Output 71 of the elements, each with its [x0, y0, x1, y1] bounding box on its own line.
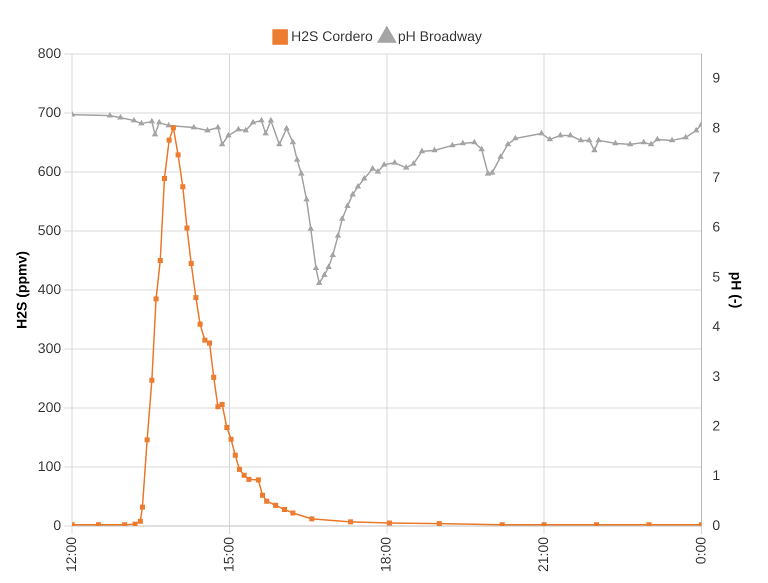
point [224, 424, 230, 430]
point [202, 338, 208, 343]
x-tick-label: 12:00 [63, 536, 80, 572]
point [309, 516, 314, 522]
point [198, 322, 203, 327]
point [646, 522, 652, 526]
legend-label: H2S Cordero [291, 28, 374, 44]
point [138, 518, 143, 524]
point [158, 258, 163, 264]
point [594, 522, 600, 526]
x-tick-label: 18:00 [378, 536, 394, 572]
point [132, 522, 138, 526]
y2-tick-label: 9 [712, 70, 720, 86]
y-axis-title: H2S (ppmv) [13, 251, 30, 329]
point [228, 436, 234, 442]
y-tick-label: 700 [38, 104, 62, 120]
y-tick-label: 500 [38, 222, 62, 238]
point [122, 522, 128, 526]
point [162, 176, 167, 181]
point [290, 510, 296, 516]
point [176, 152, 181, 158]
point [256, 477, 261, 482]
point [242, 472, 247, 478]
y-tick-label: 200 [38, 398, 62, 415]
point [236, 466, 242, 472]
point [260, 492, 266, 498]
y2-tick-label: 4 [712, 318, 720, 334]
y2-tick-label: 0 [712, 516, 720, 533]
y2-tick-label: 2 [712, 417, 720, 434]
y-tick-label: 0 [53, 516, 62, 533]
point [144, 437, 150, 442]
point [96, 522, 101, 526]
x-tick-label: 21:00 [534, 536, 551, 572]
y-tick-label: 300 [38, 340, 62, 356]
point [207, 340, 212, 346]
point [348, 519, 354, 524]
point [180, 184, 186, 190]
point [273, 502, 278, 508]
x-tick-label: 15:00 [220, 536, 236, 572]
y2-tick-label: 6 [712, 218, 720, 235]
y-tick-label: 400 [38, 280, 62, 297]
point [149, 378, 154, 383]
point [140, 504, 145, 510]
point [542, 522, 547, 526]
point [184, 226, 190, 231]
y2-axis-title: pH (-) [728, 272, 745, 308]
point [232, 452, 238, 458]
x-tick-label: 0:00 [692, 536, 708, 564]
point [154, 296, 159, 302]
point [282, 506, 288, 512]
point [220, 402, 225, 407]
point [386, 520, 392, 526]
point [188, 260, 194, 266]
y2-tick-label: 1 [712, 467, 720, 484]
legend-label: pH Broadway [398, 28, 482, 44]
point [166, 138, 172, 143]
point [264, 498, 270, 504]
point [215, 404, 220, 410]
y-tick-label: 600 [38, 162, 62, 179]
point [500, 522, 505, 526]
point [246, 476, 252, 482]
y-tick-label: 800 [38, 44, 62, 61]
y2-tick-label: 3 [712, 368, 720, 384]
point [436, 521, 442, 526]
point [193, 295, 198, 300]
point [211, 374, 216, 380]
y-tick-label: 100 [38, 458, 62, 474]
y2-tick-label: 7 [712, 169, 720, 186]
y2-tick-label: 8 [712, 119, 720, 136]
point [170, 125, 176, 130]
y2-tick-label: 5 [712, 268, 720, 284]
